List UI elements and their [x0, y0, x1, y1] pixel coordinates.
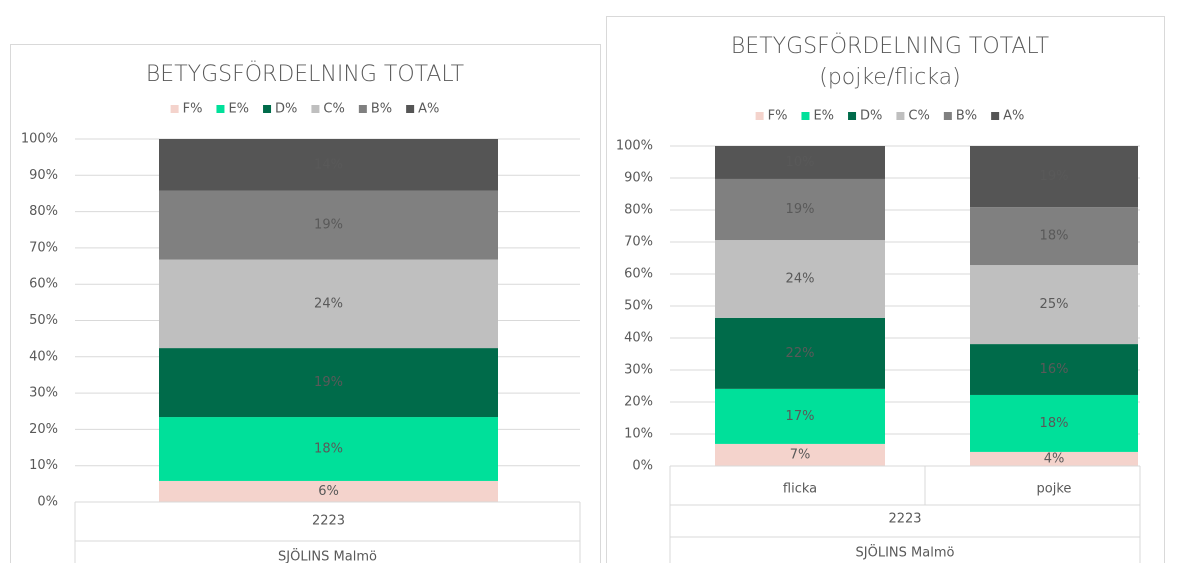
value-label: 18% — [1040, 416, 1069, 431]
value-label: 16% — [1040, 362, 1069, 377]
bar-segment — [715, 178, 885, 241]
legend-swatch — [848, 112, 857, 120]
value-label: 24% — [786, 271, 815, 286]
y-tick-label: 20% — [29, 422, 58, 437]
legend-swatch — [358, 105, 367, 113]
y-tick-label: 60% — [624, 267, 653, 282]
y-tick-label: 70% — [624, 235, 653, 250]
legend-swatch — [216, 105, 225, 113]
y-tick-label: 100% — [616, 139, 653, 154]
y-tick-label: 60% — [29, 277, 58, 292]
legend-label: F% — [183, 102, 203, 117]
y-tick-label: 10% — [29, 458, 58, 473]
x-tick-label: flicka — [783, 482, 817, 497]
legend-label: D% — [860, 109, 882, 124]
chart-title: BETYGSFÖRDELNING TOTALT — [731, 32, 1049, 59]
value-label: 19% — [314, 218, 343, 233]
bar-segment — [715, 240, 885, 318]
y-tick-label: 0% — [632, 459, 653, 474]
bar-segment — [970, 394, 1138, 452]
legend-label: A% — [418, 102, 439, 117]
x-group-label: SJÖLINS Malmö — [278, 548, 377, 563]
legend-swatch — [801, 112, 810, 120]
bar-segment — [159, 480, 498, 502]
legend-swatch — [755, 112, 764, 120]
value-label: 18% — [1040, 229, 1069, 244]
value-label: 19% — [786, 202, 815, 217]
legend-label: E% — [813, 109, 834, 124]
chart-title: BETYGSFÖRDELNING TOTALT — [146, 60, 464, 87]
y-tick-label: 50% — [29, 313, 58, 328]
bar-segment — [715, 146, 885, 179]
bar-segment — [970, 344, 1138, 395]
y-tick-label: 80% — [29, 204, 58, 219]
y-tick-label: 40% — [29, 349, 58, 364]
bar-segment — [715, 317, 885, 389]
bar-segment — [159, 190, 498, 260]
value-label: 19% — [1040, 169, 1069, 184]
value-label: 24% — [314, 296, 343, 311]
bar-segment — [159, 348, 498, 418]
y-tick-label: 80% — [624, 203, 653, 218]
legend-label: C% — [908, 109, 929, 124]
y-tick-label: 100% — [21, 132, 58, 147]
legend-swatch — [263, 105, 272, 113]
legend-swatch — [943, 112, 952, 120]
legend-swatch — [311, 105, 320, 113]
bar-segment — [159, 259, 498, 349]
x-group-label: 2223 — [888, 512, 921, 527]
y-tick-label: 30% — [624, 363, 653, 378]
value-label: 7% — [790, 447, 811, 462]
y-tick-label: 10% — [624, 427, 653, 442]
y-tick-label: 90% — [624, 171, 653, 186]
legend-swatch — [991, 112, 1000, 120]
legend-label: F% — [768, 109, 788, 124]
value-label: 10% — [786, 155, 815, 170]
legend-label: B% — [956, 109, 977, 124]
legend-label: E% — [228, 102, 249, 117]
value-label: 25% — [1040, 297, 1069, 312]
value-label: 22% — [786, 346, 815, 361]
value-label: 6% — [318, 484, 339, 499]
bar-segment — [715, 388, 885, 444]
bar-segment — [715, 443, 885, 466]
y-tick-label: 70% — [29, 240, 58, 255]
legend-swatch — [170, 105, 179, 113]
bar-segment — [159, 417, 498, 481]
value-label: 17% — [786, 409, 815, 424]
value-label: 18% — [314, 442, 343, 457]
bar-segment — [970, 451, 1138, 466]
y-tick-label: 40% — [624, 331, 653, 346]
value-label: 14% — [314, 157, 343, 172]
bar-segment — [970, 265, 1138, 345]
x-tick-label: pojke — [1037, 482, 1072, 497]
value-label: 19% — [314, 375, 343, 390]
legend-label: D% — [275, 102, 297, 117]
legend-swatch — [896, 112, 905, 120]
y-tick-label: 20% — [624, 395, 653, 410]
y-tick-label: 50% — [624, 299, 653, 314]
legend-swatch — [406, 105, 415, 113]
bar-segment — [970, 207, 1138, 266]
bar-segment — [970, 146, 1138, 208]
value-label: 4% — [1044, 451, 1065, 466]
legend-label: A% — [1003, 109, 1024, 124]
chart-subtitle: (pojke/flicka) — [819, 65, 961, 90]
x-tick-label: 2223 — [312, 514, 345, 529]
legend-label: C% — [323, 102, 344, 117]
bar-segment — [159, 139, 498, 191]
y-tick-label: 0% — [37, 495, 58, 510]
legend-label: B% — [371, 102, 392, 117]
y-tick-label: 30% — [29, 386, 58, 401]
y-tick-label: 90% — [29, 168, 58, 183]
x-group-label: SJÖLINS Malmö — [856, 544, 955, 561]
